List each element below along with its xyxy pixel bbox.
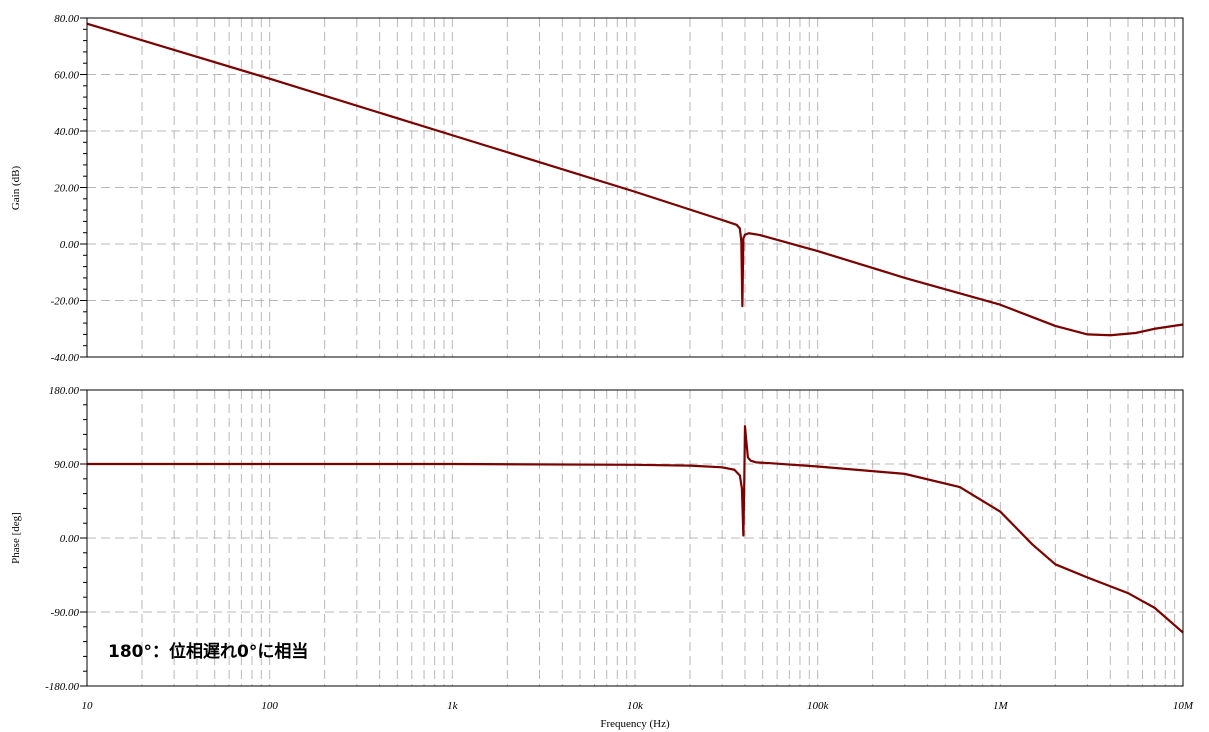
- x-tick-label: 10M: [1173, 700, 1194, 712]
- phase-annotation: 180°：位相遅れ0°に相当: [108, 641, 308, 662]
- x-tick-label: 1M: [993, 700, 1009, 712]
- gain-y-tick-label: -20.00: [51, 296, 80, 308]
- gain-y-tick-label: 60.00: [54, 70, 79, 82]
- x-tick-label: 1k: [447, 700, 459, 712]
- phase-y-tick-label: -90.00: [51, 607, 80, 619]
- x-tick-label: 10: [82, 700, 94, 712]
- gain-y-tick-label: 0.00: [60, 239, 80, 251]
- frequency-axis-label: Frequency (Hz): [600, 718, 670, 730]
- gain-trace: [86, 22, 1184, 337]
- gain-y-tick-label: -40.00: [51, 352, 80, 364]
- x-tick-label: 100k: [807, 700, 830, 712]
- gain-y-tick-label: 20.00: [54, 183, 79, 195]
- phase-axis-label: Phase [deg]: [10, 512, 22, 564]
- phase-grid: [87, 390, 1183, 686]
- gain-y-tick-label: 40.00: [54, 126, 79, 138]
- gain-plot-panel: 80.00 60.00 40.00 20.00 0.00 -20.00 -40.00 Gai…: [10, 13, 1184, 364]
- phase-plot-panel: 180.00 90.00 0.00 -90.00 -180.00 Phase [deg]…: [10, 385, 1184, 693]
- x-tick-label: 10k: [627, 700, 644, 712]
- phase-trace: [87, 425, 1184, 634]
- phase-y-tick-label: -180.00: [45, 681, 79, 693]
- frequency-x-ticks: 10 100 1k 10k 100k 1M 10M: [82, 700, 1194, 712]
- gain-y-tick-label: 80.00: [54, 13, 79, 25]
- gain-plot-frame: [86, 17, 1184, 358]
- gain-axis-label: Gain (dB): [10, 166, 22, 211]
- phase-y-tick-label: 0.00: [60, 533, 80, 545]
- gain-grid: [87, 18, 1183, 357]
- phase-plot-frame: [86, 389, 1184, 687]
- gain-y-ticks: 80.00 60.00 40.00 20.00 0.00 -20.00 -40.00: [51, 13, 87, 364]
- x-tick-label: 100: [261, 700, 278, 712]
- phase-y-tick-label: 180.00: [49, 385, 80, 397]
- phase-y-tick-label: 90.00: [54, 459, 79, 471]
- phase-y-ticks: 180.00 90.00 0.00 -90.00 -180.00: [45, 385, 87, 693]
